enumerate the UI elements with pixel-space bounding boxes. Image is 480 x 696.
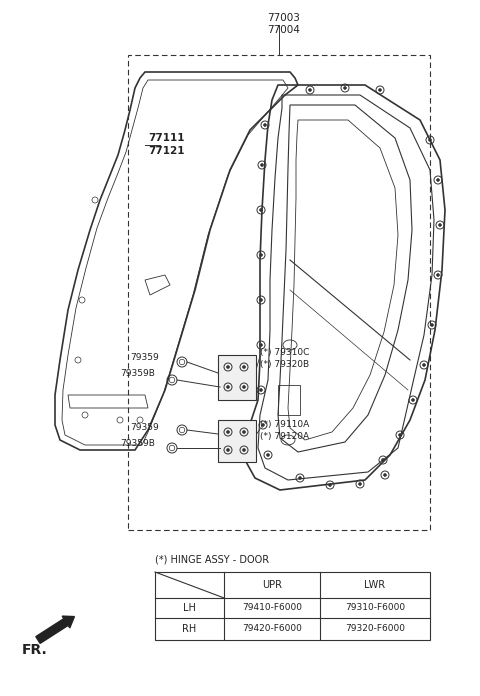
Circle shape: [299, 477, 301, 480]
Circle shape: [260, 388, 263, 391]
Circle shape: [260, 209, 263, 212]
Circle shape: [329, 484, 331, 487]
Circle shape: [398, 434, 401, 436]
Text: FR.: FR.: [22, 643, 48, 657]
Circle shape: [264, 124, 266, 127]
Circle shape: [359, 482, 361, 485]
Text: 79359B: 79359B: [120, 439, 155, 448]
Circle shape: [242, 365, 245, 368]
Text: 79359: 79359: [130, 423, 159, 432]
Circle shape: [382, 459, 384, 461]
Circle shape: [260, 299, 263, 301]
Circle shape: [227, 431, 229, 434]
Bar: [218, 355, 256, 400]
Circle shape: [309, 88, 312, 91]
Circle shape: [431, 324, 433, 326]
Circle shape: [242, 449, 245, 452]
Bar: [218, 420, 256, 462]
Text: 77111: 77111: [148, 133, 184, 143]
Circle shape: [437, 274, 439, 276]
Circle shape: [242, 431, 245, 434]
Circle shape: [384, 473, 386, 476]
Circle shape: [261, 164, 264, 166]
Circle shape: [422, 363, 425, 366]
Circle shape: [344, 86, 347, 89]
Text: (*) 79120A: (*) 79120A: [260, 432, 309, 441]
Bar: [128, 55, 430, 530]
Circle shape: [262, 424, 264, 427]
Text: 79359B: 79359B: [120, 370, 155, 379]
Text: 77003: 77003: [267, 13, 300, 23]
Circle shape: [227, 365, 229, 368]
Circle shape: [412, 399, 414, 402]
Circle shape: [437, 179, 439, 182]
Text: 77004: 77004: [267, 25, 300, 35]
Text: 79420-F6000: 79420-F6000: [242, 624, 302, 633]
Text: 79320-F6000: 79320-F6000: [345, 624, 405, 633]
Circle shape: [439, 223, 442, 226]
Text: (*) HINGE ASSY - DOOR: (*) HINGE ASSY - DOOR: [155, 555, 269, 565]
Circle shape: [266, 454, 269, 457]
Text: 79410-F6000: 79410-F6000: [242, 603, 302, 612]
Text: LWR: LWR: [364, 580, 385, 590]
FancyArrow shape: [36, 616, 74, 643]
Text: UPR: UPR: [262, 580, 282, 590]
Circle shape: [429, 139, 432, 141]
Circle shape: [227, 386, 229, 388]
Circle shape: [379, 88, 382, 91]
Text: 77121: 77121: [148, 146, 184, 156]
Circle shape: [260, 344, 263, 347]
Text: (*) 79320B: (*) 79320B: [260, 360, 309, 368]
Bar: [155, 572, 430, 640]
Text: RH: RH: [182, 624, 196, 634]
Text: (*) 79310C: (*) 79310C: [260, 347, 310, 356]
Text: (*) 79110A: (*) 79110A: [260, 420, 309, 429]
Circle shape: [227, 449, 229, 452]
Circle shape: [242, 386, 245, 388]
Text: 79359: 79359: [130, 354, 159, 363]
Text: 79310-F6000: 79310-F6000: [345, 603, 405, 612]
Text: LH: LH: [183, 603, 196, 612]
Circle shape: [260, 253, 263, 256]
